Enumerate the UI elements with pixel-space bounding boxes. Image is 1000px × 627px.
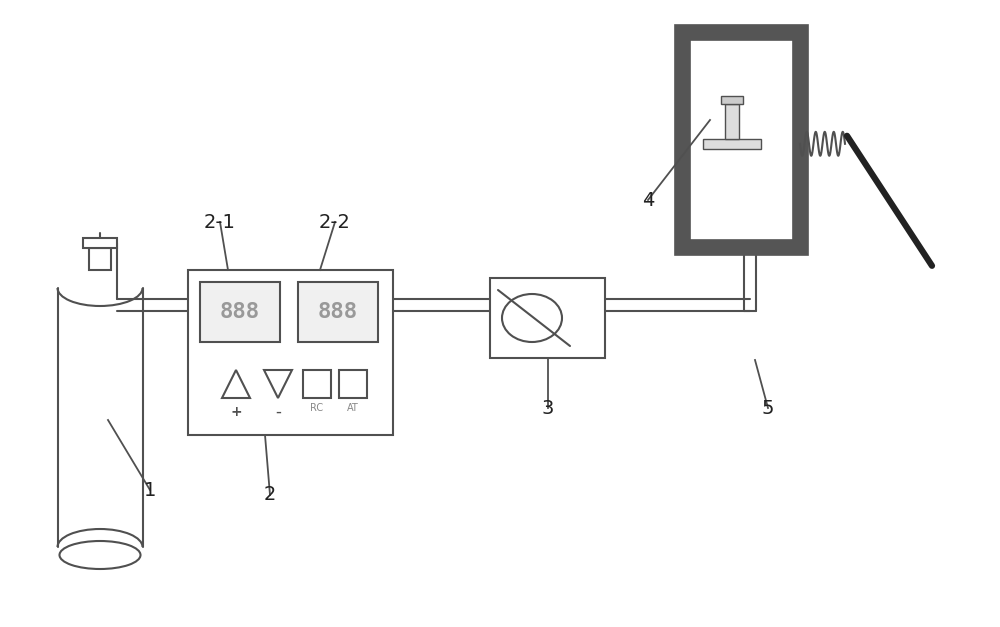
Bar bbox=[490, 278, 605, 358]
Bar bbox=[89, 248, 111, 270]
Text: 888: 888 bbox=[220, 302, 260, 322]
Bar bbox=[83, 238, 117, 248]
Text: 3: 3 bbox=[542, 399, 554, 418]
Bar bbox=[682, 32, 800, 247]
Bar bbox=[721, 96, 743, 104]
Text: 888: 888 bbox=[318, 302, 358, 322]
Bar bbox=[298, 282, 378, 342]
Bar bbox=[188, 270, 393, 435]
Bar bbox=[200, 282, 280, 342]
Ellipse shape bbox=[60, 541, 140, 569]
Text: -: - bbox=[275, 403, 281, 421]
Text: 2: 2 bbox=[264, 485, 276, 505]
Text: +: + bbox=[230, 405, 242, 419]
Text: 5: 5 bbox=[762, 399, 774, 418]
Bar bbox=[339, 370, 367, 398]
Text: 2-2: 2-2 bbox=[319, 213, 351, 231]
Bar bbox=[703, 139, 761, 149]
Bar bbox=[725, 104, 739, 139]
Text: 4: 4 bbox=[642, 191, 654, 209]
Bar bbox=[303, 370, 331, 398]
Text: 1: 1 bbox=[144, 480, 156, 500]
Text: RC: RC bbox=[310, 403, 324, 413]
Ellipse shape bbox=[502, 294, 562, 342]
Text: 2-1: 2-1 bbox=[204, 213, 236, 231]
Text: AT: AT bbox=[347, 403, 359, 413]
